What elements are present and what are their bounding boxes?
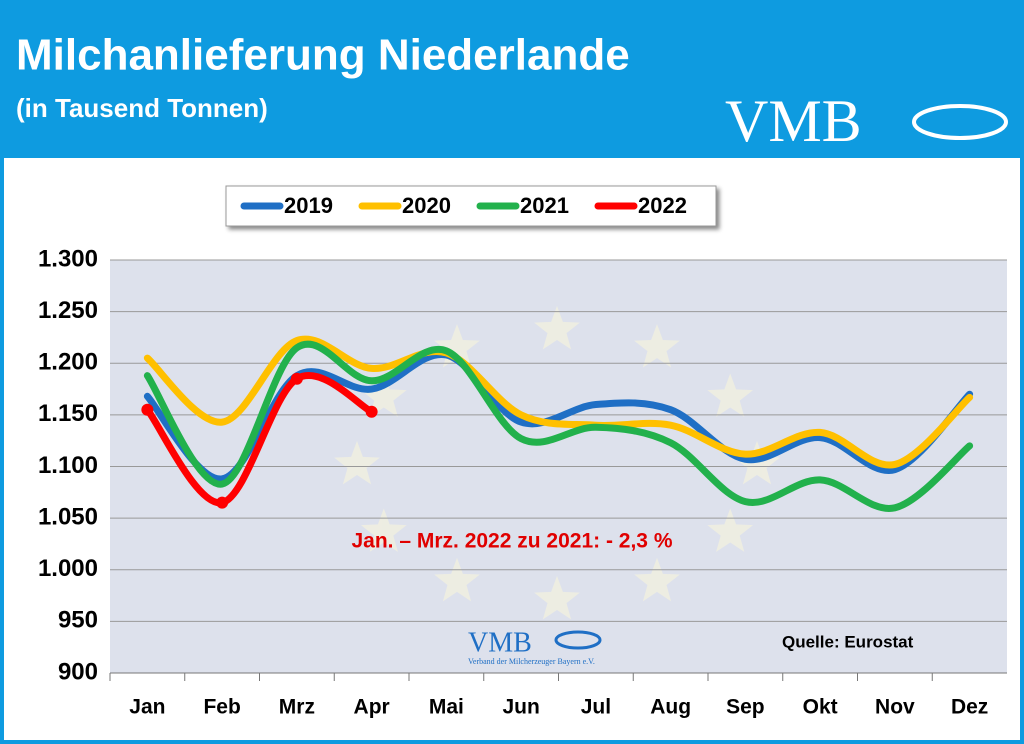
series-point — [365, 405, 378, 418]
x-tick-label: Jul — [581, 696, 611, 719]
star — [334, 441, 380, 485]
star — [707, 373, 754, 417]
legend-label: 2020 — [402, 193, 451, 218]
subtitle: (in Tausend Tonnen) — [16, 93, 268, 123]
star — [534, 576, 580, 620]
title: Milchanlieferung Niederlande — [16, 31, 630, 80]
x-tick-label: Jan — [129, 696, 165, 719]
y-tick-label: 1.250 — [38, 297, 98, 324]
watermark-logo: VMB — [468, 627, 532, 658]
x-tick-label: Feb — [203, 696, 240, 719]
series-line — [143, 372, 376, 507]
watermark-caption: Verband der Milcherzeuger Bayern e.V. — [468, 657, 595, 666]
x-tick-label: Dez — [951, 696, 988, 719]
series-line — [143, 335, 974, 469]
x-tick-label: Apr — [354, 696, 390, 719]
annotation: Jan. – Mrz. 2022 zu 2021: - 2,3 % — [352, 530, 673, 553]
star — [434, 324, 480, 368]
y-tick-label: 1.200 — [38, 349, 98, 376]
star — [360, 508, 407, 552]
y-tick-label: 1.150 — [38, 400, 98, 427]
x-tick-label: Okt — [803, 696, 838, 719]
logo-swoosh — [912, 104, 1008, 140]
source: Quelle: Eurostat — [782, 632, 914, 651]
logo: VMB — [725, 88, 862, 154]
series-point — [216, 496, 229, 509]
star — [634, 557, 680, 602]
legend-label: 2019 — [284, 193, 333, 218]
legend-label: 2021 — [520, 193, 569, 218]
x-tick-label: Nov — [875, 696, 915, 719]
x-tick-label: Sep — [726, 696, 765, 719]
x-tick-label: Mai — [429, 696, 464, 719]
series-point — [290, 372, 303, 385]
star — [634, 324, 680, 368]
y-tick-label: 1.300 — [38, 245, 98, 272]
star — [434, 557, 480, 602]
y-tick-label: 1.000 — [38, 555, 98, 582]
y-tick-label: 950 — [58, 607, 98, 634]
y-tick-label: 1.100 — [38, 452, 98, 479]
x-tick-label: Mrz — [279, 696, 315, 719]
y-tick-label: 900 — [58, 658, 98, 685]
legend-label: 2022 — [638, 193, 687, 218]
series-line — [143, 340, 974, 512]
series-point — [141, 403, 154, 416]
watermark-swoosh — [554, 630, 602, 650]
star — [707, 508, 754, 552]
x-tick-label: Aug — [650, 696, 691, 719]
star — [534, 306, 580, 350]
star — [360, 373, 407, 417]
x-tick-label: Jun — [502, 696, 539, 719]
y-tick-label: 1.050 — [38, 503, 98, 530]
